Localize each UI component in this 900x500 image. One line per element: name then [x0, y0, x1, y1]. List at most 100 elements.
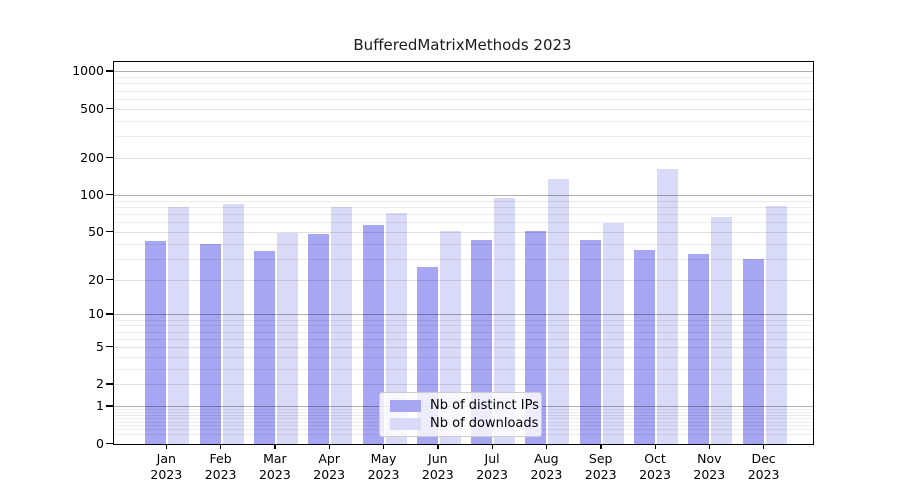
bar-downloads-jun [439, 231, 461, 444]
y-tick-100 [106, 193, 113, 196]
gridline-3 [114, 368, 813, 370]
bar-downloads-oct [657, 168, 678, 444]
x-tick-oct [654, 444, 656, 449]
y-tick-label-100: 100 [80, 186, 104, 202]
x-tick-label-apr: Apr 2023 [313, 451, 346, 482]
gridline-90 [114, 200, 813, 202]
gridline-7 [114, 331, 813, 333]
x-tick-jun [437, 444, 439, 449]
x-tick-label-aug: Aug 2023 [530, 451, 563, 482]
gridline-70 [114, 213, 813, 215]
x-tick-jul [491, 444, 493, 449]
x-tick-label-feb: Feb 2023 [204, 451, 237, 482]
y-tick-label-1000: 1000 [72, 63, 104, 79]
y-tick-5 [106, 346, 113, 348]
x-tick-apr [328, 444, 331, 449]
y-tick-label-0: 0 [96, 435, 104, 451]
x-tick-may [383, 444, 385, 449]
bar-ips-oct [634, 249, 655, 444]
gridline-600 [114, 98, 813, 100]
gridline-80 [114, 206, 813, 208]
gridline-9 [114, 319, 813, 321]
legend-label-distinct-ips: Nb of distinct IPs [430, 398, 539, 413]
x-tick-label-jan: Jan 2023 [150, 451, 183, 482]
gridline-40 [114, 243, 813, 245]
bar-ips-sep [579, 240, 601, 444]
chart-title: BufferedMatrixMethods 2023 [353, 36, 572, 54]
gridline-8 [114, 325, 813, 327]
gridline-10 [114, 314, 813, 316]
gridline-1000 [114, 71, 813, 73]
bar-downloads-sep [602, 222, 624, 444]
gridline-100 [114, 194, 813, 196]
x-tick-label-jul: Jul 2023 [476, 451, 508, 482]
bar-downloads-feb [222, 203, 244, 444]
x-tick-aug [545, 444, 548, 449]
x-tick-label-jun: Jun 2023 [421, 451, 454, 482]
y-tick-label-10: 10 [88, 306, 104, 322]
gridline-800 [114, 83, 813, 85]
y-tick-200 [106, 156, 113, 159]
gridline-4 [114, 356, 813, 358]
x-tick-mar [274, 444, 276, 449]
gridline-50 [114, 231, 813, 233]
y-tick-label-200: 200 [80, 149, 104, 165]
gridline-2 [114, 384, 813, 386]
y-tick-label-2: 2 [96, 376, 104, 392]
legend-swatch-distinct-ips [390, 399, 421, 412]
bar-downloads-jul [494, 197, 516, 444]
gridline-6 [114, 338, 813, 340]
x-tick-label-nov: Nov 2023 [693, 451, 726, 482]
bar-downloads-aug [548, 179, 570, 444]
x-tick-label-dec: Dec 2023 [747, 451, 780, 482]
x-tick-label-oct: Oct 2023 [639, 451, 671, 482]
gridline-5 [114, 347, 813, 348]
y-tick-10 [106, 313, 113, 315]
y-tick-2 [106, 383, 113, 385]
bar-ips-nov [688, 254, 710, 444]
y-tick-1 [106, 405, 113, 407]
bar-ips-dec [742, 259, 764, 444]
y-tick-label-5: 5 [96, 339, 104, 354]
legend-label-downloads: Nb of downloads [430, 416, 539, 431]
gridline-300 [114, 136, 813, 138]
legend-entry-distinct-ips: Nb of distinct IPs [390, 398, 541, 413]
y-tick-0 [106, 442, 113, 444]
bar-ips-mar [253, 251, 275, 444]
y-tick-500 [106, 107, 113, 110]
y-tick-label-20: 20 [88, 271, 104, 287]
plot-area [113, 61, 814, 445]
bar-ips-may [362, 225, 384, 444]
y-tick-label-50: 50 [88, 223, 104, 239]
bar-downloads-dec [765, 206, 787, 444]
gridline-30 [114, 258, 813, 260]
bar-downloads-nov [711, 216, 733, 444]
x-tick-label-sep: Sep 2023 [584, 451, 617, 482]
legend: Nb of distinct IPs Nb of downloads [379, 392, 542, 437]
bar-downloads-mar [276, 233, 298, 444]
gridline-60 [114, 222, 813, 224]
gridline-20 [114, 279, 813, 281]
gridline-700 [114, 90, 813, 92]
gridline-200 [114, 157, 813, 159]
y-tick-label-500: 500 [80, 100, 104, 116]
y-tick-20 [106, 278, 113, 280]
gridline-400 [114, 120, 813, 122]
legend-swatch-downloads [390, 417, 421, 430]
bar-ips-aug [525, 231, 547, 444]
x-tick-jan [165, 444, 168, 449]
gridline-500 [114, 108, 813, 110]
x-tick-sep [600, 444, 602, 449]
x-tick-label-may: May 2023 [367, 451, 400, 482]
x-tick-feb [220, 444, 222, 449]
y-tick-label-1: 1 [96, 398, 104, 414]
gridline-900 [114, 77, 813, 79]
bar-downloads-apr [331, 207, 353, 444]
y-tick-50 [106, 230, 113, 233]
y-tick-1000 [106, 70, 113, 72]
bar-ips-apr [308, 234, 330, 444]
bar-ips-feb [199, 244, 221, 444]
x-tick-dec [763, 444, 765, 449]
bar-ips-jan [145, 241, 167, 444]
